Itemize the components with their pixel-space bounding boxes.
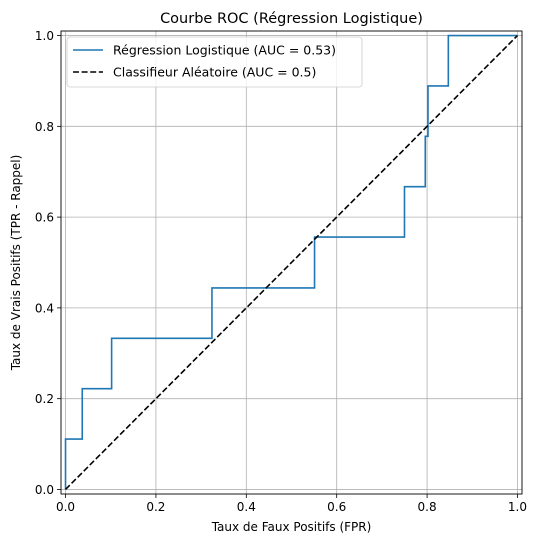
x-tick-label: 0.6 xyxy=(327,500,346,514)
plot-frame xyxy=(60,30,523,495)
grid-lines xyxy=(61,31,522,494)
x-axis-label: Taux de Faux Positifs (FPR) xyxy=(211,520,372,534)
series-layer xyxy=(64,34,519,491)
series-line-1 xyxy=(64,34,519,491)
legend: Régression Logistique (AUC = 0.53) Classi… xyxy=(66,36,363,88)
x-tick-label: 1.0 xyxy=(508,500,527,514)
y-tick-label: 1.0 xyxy=(35,29,54,43)
y-axis-label: Taux de Vrais Positifs (TPR - Rappel) xyxy=(9,155,23,372)
x-tick-label: 0.0 xyxy=(56,500,75,514)
chart-title: Courbe ROC (Régression Logistique) xyxy=(160,11,423,27)
legend-box xyxy=(66,36,363,88)
x-tick-label: 0.4 xyxy=(237,500,256,514)
series-line-0 xyxy=(64,34,518,490)
y-tick-label: 0.6 xyxy=(35,211,54,225)
x-tick-label: 0.2 xyxy=(146,500,165,514)
legend-entry: Classifieur Aléatoire (AUC = 0.5) xyxy=(113,65,316,80)
legend-entry: Régression Logistique (AUC = 0.53) xyxy=(113,43,336,58)
y-tick-label: 0.4 xyxy=(35,301,54,315)
x-tick-label: 0.8 xyxy=(418,500,437,514)
y-tick-label: 0.2 xyxy=(35,392,54,406)
y-tick-label: 0.0 xyxy=(35,483,54,497)
y-tick-label: 0.8 xyxy=(35,120,54,134)
axis-ticks: 0.0 0.2 0.4 0.6 0.8 1.0 0.0 0.2 0.4 0.6 0.8 1.0 xyxy=(35,29,527,514)
